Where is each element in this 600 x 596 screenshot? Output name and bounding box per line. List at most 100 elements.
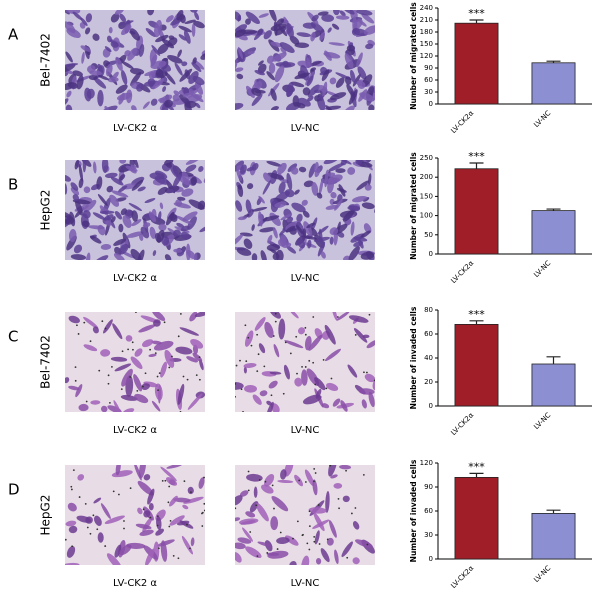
pore bbox=[308, 359, 311, 362]
pore bbox=[235, 364, 238, 367]
cell bbox=[110, 13, 120, 23]
cell bbox=[110, 176, 124, 186]
pore bbox=[296, 520, 299, 523]
cell bbox=[368, 173, 372, 186]
cell bbox=[285, 535, 299, 546]
cell bbox=[323, 160, 339, 165]
error-bar bbox=[546, 509, 561, 514]
pore bbox=[368, 313, 371, 316]
cell bbox=[262, 215, 280, 222]
cell bbox=[359, 230, 371, 239]
cell bbox=[264, 321, 274, 339]
image-caption: LV-CK2 α bbox=[113, 123, 157, 134]
y-axis-label: Number of invaded cells bbox=[409, 459, 418, 562]
cell bbox=[268, 380, 278, 389]
cell bbox=[152, 312, 166, 321]
cell bbox=[109, 194, 120, 207]
cell bbox=[258, 60, 264, 66]
cell bbox=[313, 512, 325, 532]
cell bbox=[167, 54, 183, 64]
cell bbox=[290, 81, 305, 88]
pore bbox=[256, 555, 259, 557]
pore bbox=[308, 525, 311, 528]
cell bbox=[137, 186, 146, 192]
cell bbox=[301, 369, 308, 386]
cell bbox=[319, 32, 325, 41]
panel-letter: B bbox=[8, 176, 18, 194]
pore bbox=[322, 358, 325, 361]
cell bbox=[147, 78, 156, 86]
cell bbox=[301, 199, 308, 206]
cell bbox=[194, 82, 204, 95]
pore bbox=[111, 366, 113, 368]
cell bbox=[344, 76, 352, 85]
cell bbox=[74, 160, 80, 170]
cell bbox=[110, 356, 128, 362]
cell bbox=[270, 23, 287, 32]
cell bbox=[114, 10, 125, 16]
pore bbox=[284, 341, 287, 344]
cell bbox=[139, 529, 154, 536]
cell bbox=[65, 63, 79, 68]
pore bbox=[271, 484, 274, 487]
cell bbox=[269, 312, 281, 319]
cell bbox=[278, 181, 286, 194]
y-tick-label: 180 bbox=[420, 28, 433, 36]
cell bbox=[259, 390, 268, 397]
pore bbox=[161, 479, 164, 482]
micrograph-background bbox=[65, 465, 205, 565]
cell bbox=[115, 56, 123, 71]
cell bbox=[255, 502, 269, 522]
pore bbox=[104, 327, 107, 330]
cell bbox=[235, 234, 244, 247]
cell bbox=[329, 520, 337, 538]
pore bbox=[129, 487, 132, 490]
cell bbox=[246, 473, 263, 482]
cell bbox=[325, 491, 330, 513]
cell bbox=[330, 191, 337, 199]
cell bbox=[162, 86, 167, 92]
cell bbox=[76, 75, 84, 90]
pore bbox=[74, 379, 77, 382]
cell bbox=[285, 225, 296, 233]
cell bbox=[334, 198, 343, 211]
cell bbox=[258, 13, 269, 18]
pore bbox=[362, 473, 365, 476]
cell bbox=[190, 338, 204, 349]
cell bbox=[104, 105, 110, 110]
error-bar bbox=[469, 19, 484, 24]
pore bbox=[186, 523, 188, 526]
cell bbox=[65, 183, 68, 195]
error-bar bbox=[546, 356, 561, 364]
y-tick-label: 80 bbox=[424, 306, 433, 314]
cell bbox=[118, 20, 134, 26]
cell bbox=[343, 105, 355, 110]
cell bbox=[261, 564, 283, 565]
cell bbox=[235, 102, 244, 110]
cell bbox=[72, 70, 84, 77]
pore bbox=[123, 527, 125, 530]
cell bbox=[314, 377, 326, 391]
cell bbox=[74, 199, 83, 216]
pore bbox=[182, 375, 185, 378]
cell bbox=[327, 27, 332, 33]
pore bbox=[302, 533, 304, 536]
cell bbox=[332, 10, 340, 16]
pore bbox=[274, 320, 277, 323]
cell bbox=[180, 231, 191, 240]
pore bbox=[129, 376, 132, 378]
cell bbox=[117, 185, 128, 193]
pore bbox=[274, 312, 277, 315]
cell bbox=[182, 211, 198, 222]
pore bbox=[279, 531, 282, 534]
cell bbox=[185, 164, 197, 173]
pore bbox=[107, 382, 110, 385]
cell bbox=[181, 188, 194, 197]
pore bbox=[85, 400, 88, 403]
micrograph bbox=[65, 465, 205, 565]
cell bbox=[173, 90, 180, 96]
bar bbox=[454, 323, 499, 407]
cell bbox=[366, 339, 375, 349]
cell bbox=[77, 474, 85, 481]
cell bbox=[280, 47, 287, 54]
